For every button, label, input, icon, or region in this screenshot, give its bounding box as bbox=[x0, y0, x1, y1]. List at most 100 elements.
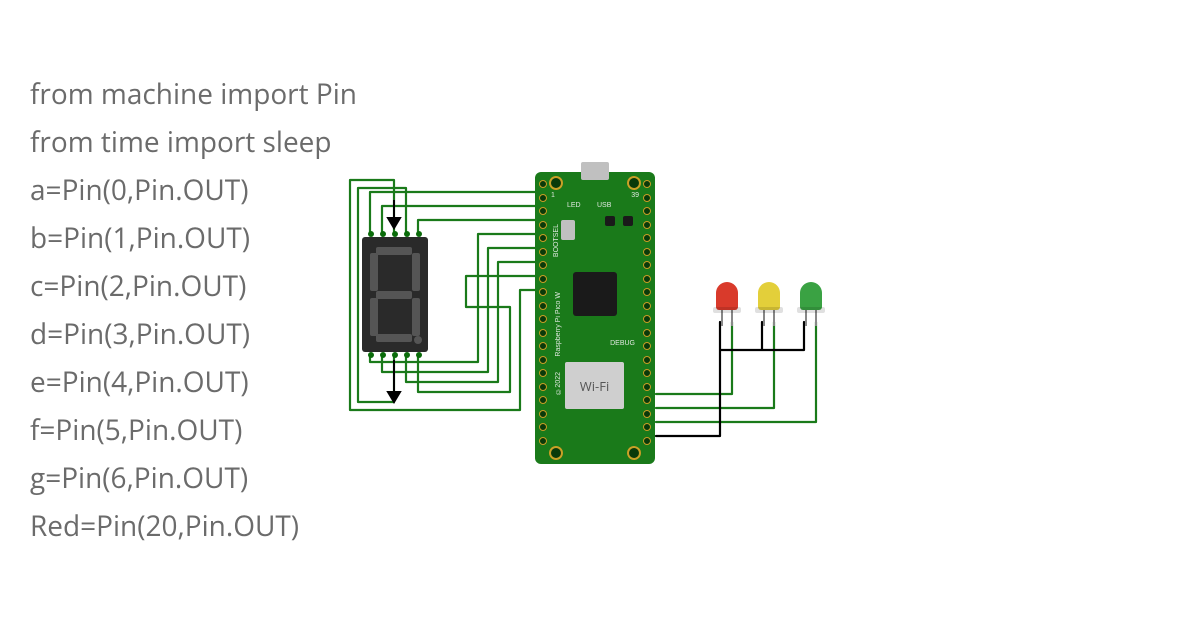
pinhole bbox=[539, 207, 547, 215]
pin-column-left bbox=[539, 180, 547, 445]
pinhole bbox=[643, 194, 651, 202]
seg-pin bbox=[392, 352, 398, 358]
code-line: from machine import Pin bbox=[30, 70, 357, 118]
bootsel-button[interactable] bbox=[561, 220, 575, 240]
pinhole bbox=[539, 437, 547, 445]
debug-silk-label: DEBUG bbox=[610, 340, 635, 347]
gnd-arrow-icon bbox=[388, 360, 400, 402]
segment-dp bbox=[414, 336, 422, 344]
pinhole bbox=[643, 356, 651, 364]
segment-a bbox=[376, 247, 412, 255]
pinhole bbox=[539, 342, 547, 350]
pinhole bbox=[539, 288, 547, 296]
seg-pin bbox=[368, 231, 374, 237]
seg-pin bbox=[404, 352, 410, 358]
pinhole bbox=[643, 383, 651, 391]
pinhole bbox=[643, 369, 651, 377]
segment-f bbox=[370, 253, 378, 291]
led-red bbox=[716, 282, 738, 310]
pinhole bbox=[643, 302, 651, 310]
wire-green-anode bbox=[656, 322, 816, 422]
code-line: a=Pin(0,Pin.OUT) bbox=[30, 166, 357, 214]
usb-silk-label: USB bbox=[597, 202, 611, 209]
seg-pin bbox=[380, 231, 386, 237]
wire-yellow-anode bbox=[656, 322, 774, 408]
segment-c bbox=[412, 298, 420, 336]
pinhole bbox=[539, 315, 547, 323]
code-line: Red=Pin(20,Pin.OUT) bbox=[30, 502, 357, 550]
pinhole bbox=[539, 234, 547, 242]
pinhole bbox=[643, 315, 651, 323]
pinhole bbox=[539, 248, 547, 256]
seg-pin bbox=[416, 231, 422, 237]
pinhole bbox=[643, 275, 651, 283]
code-line: f=Pin(5,Pin.OUT) bbox=[30, 406, 357, 454]
wire-g bbox=[418, 276, 536, 392]
pinhole bbox=[539, 396, 547, 404]
bootsel-silk-label: BOOTSEL bbox=[553, 224, 560, 257]
pin39-label: 39 bbox=[631, 192, 639, 199]
usb-connector-icon bbox=[581, 162, 609, 180]
wire-a bbox=[370, 192, 536, 232]
pinhole bbox=[539, 261, 547, 269]
pinhole bbox=[539, 383, 547, 391]
smd-pads-icon bbox=[605, 216, 633, 232]
pinhole bbox=[643, 288, 651, 296]
gnd-arrow-icon bbox=[388, 200, 400, 228]
code-line: d=Pin(3,Pin.OUT) bbox=[30, 310, 357, 358]
mounting-hole-icon bbox=[627, 446, 641, 460]
led-green bbox=[800, 282, 822, 310]
pinhole bbox=[539, 423, 547, 431]
code-line: e=Pin(4,Pin.OUT) bbox=[30, 358, 357, 406]
code-line: from time import sleep bbox=[30, 118, 357, 166]
pinhole bbox=[539, 194, 547, 202]
pinhole bbox=[539, 329, 547, 337]
pinhole bbox=[643, 248, 651, 256]
wifi-shield: Wi-Fi bbox=[565, 362, 624, 409]
pinhole bbox=[643, 207, 651, 215]
wire-led-cathode bbox=[656, 322, 804, 436]
wifi-label: Wi-Fi bbox=[580, 377, 609, 395]
pinhole bbox=[539, 180, 547, 188]
pinhole bbox=[643, 410, 651, 418]
mounting-hole-icon bbox=[549, 446, 563, 460]
segment-d bbox=[376, 334, 412, 342]
board-copyright-label: ©2022 bbox=[555, 372, 562, 395]
code-line: c=Pin(2,Pin.OUT) bbox=[30, 262, 357, 310]
led-yellow bbox=[758, 282, 780, 310]
segment-b bbox=[412, 253, 420, 291]
pinhole bbox=[643, 437, 651, 445]
pico-board: Wi-Fi 1 39 LED USB BOOTSEL DEBUG Raspber… bbox=[535, 172, 655, 464]
board-name-label: Raspberry Pi Pico W bbox=[555, 292, 562, 357]
seg-pin bbox=[380, 352, 386, 358]
seg-pin bbox=[404, 231, 410, 237]
pinhole bbox=[539, 410, 547, 418]
pin1-label: 1 bbox=[551, 192, 555, 199]
pinhole bbox=[643, 261, 651, 269]
pinhole bbox=[643, 423, 651, 431]
pinhole bbox=[539, 221, 547, 229]
pinhole bbox=[539, 302, 547, 310]
pinhole bbox=[643, 342, 651, 350]
pinhole bbox=[643, 180, 651, 188]
seg-pin bbox=[392, 231, 398, 237]
wire-c bbox=[418, 220, 536, 232]
segment-g bbox=[376, 291, 412, 299]
code-block: from machine import Pin from time import… bbox=[30, 70, 357, 550]
pinhole bbox=[643, 234, 651, 242]
pinhole bbox=[539, 275, 547, 283]
pinhole bbox=[643, 329, 651, 337]
pinhole bbox=[539, 369, 547, 377]
pin-column-right bbox=[643, 180, 651, 445]
pinhole bbox=[643, 396, 651, 404]
seven-segment-display bbox=[362, 237, 428, 352]
seg-pin bbox=[416, 352, 422, 358]
pinhole bbox=[643, 221, 651, 229]
mounting-hole-icon bbox=[627, 176, 641, 190]
pinhole bbox=[539, 356, 547, 364]
seg-pin bbox=[368, 352, 374, 358]
code-line: b=Pin(1,Pin.OUT) bbox=[30, 214, 357, 262]
rp2040-chip-icon bbox=[573, 272, 617, 316]
wire-red-anode bbox=[656, 322, 732, 394]
wire-b bbox=[382, 206, 536, 232]
